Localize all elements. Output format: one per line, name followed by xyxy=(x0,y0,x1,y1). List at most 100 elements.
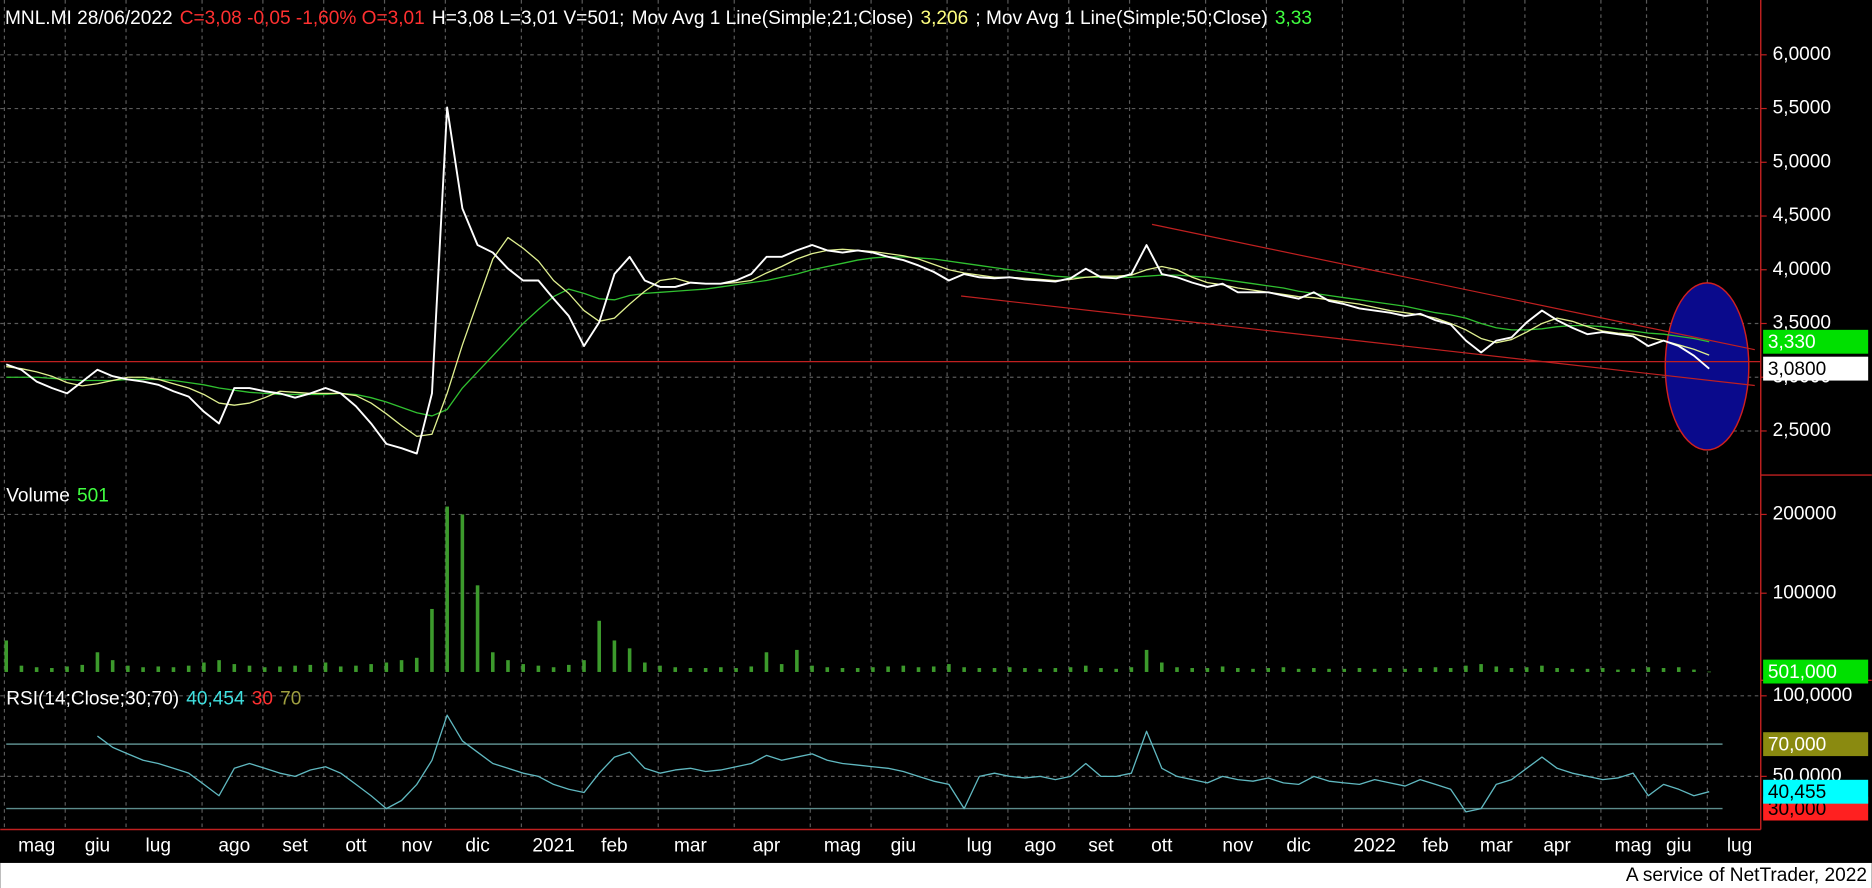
volume-bar xyxy=(1661,668,1666,672)
header-segment: Volume xyxy=(6,486,70,507)
volume-bar xyxy=(1251,668,1255,672)
volume-bar xyxy=(1631,668,1635,672)
last-value-label: 70,000 xyxy=(1768,734,1826,755)
volume-bar xyxy=(232,664,237,672)
x-tick-label: apr xyxy=(1543,835,1571,856)
volume-bar xyxy=(1707,671,1711,673)
x-tick-label: mag xyxy=(18,835,55,856)
y-tick-label: 5,5000 xyxy=(1773,98,1831,119)
x-tick-label: set xyxy=(282,835,308,856)
volume-bar xyxy=(1281,667,1286,672)
header-segment: 501 xyxy=(77,486,109,507)
last-value-box xyxy=(1763,732,1869,757)
volume-bar xyxy=(110,660,115,672)
y-tick-label: 4,5000 xyxy=(1773,205,1831,226)
x-tick-label: lug xyxy=(1727,835,1752,856)
header-segment: MNL.MI 28/06/2022 xyxy=(5,8,173,29)
volume-bar xyxy=(521,664,525,672)
volume-bar xyxy=(1266,668,1271,672)
header-segment: 3,206 xyxy=(921,8,969,29)
header-segment: ; Mov Avg 1 Line(Simple;50;Close) xyxy=(975,8,1267,29)
volume-bar xyxy=(1570,668,1575,672)
volume-bar xyxy=(886,666,890,672)
volume-bar xyxy=(1524,667,1529,672)
volume-bar xyxy=(384,662,389,672)
volume-bar xyxy=(779,664,784,672)
x-tick-label: lug xyxy=(967,835,992,856)
volume-bar xyxy=(278,666,282,672)
x-tick-label: dic xyxy=(465,835,490,856)
x-tick-label: feb xyxy=(601,835,628,856)
chart-header: MNL.MI 28/06/2022 C=3,08 -0,05 -1,60% O=3… xyxy=(5,8,1312,29)
x-tick-label: lug xyxy=(146,835,171,856)
header-segment: H=3,08 L=3,01 V=501; xyxy=(432,8,625,29)
x-tick-label: mar xyxy=(674,835,708,856)
volume-bar xyxy=(627,648,632,672)
volume-bar xyxy=(1585,668,1590,672)
volume-bar xyxy=(369,664,373,672)
volume-bar xyxy=(141,667,145,672)
volume-bar xyxy=(688,668,693,672)
trend-line-upper xyxy=(1151,223,1755,351)
y-tick-label: 3,5000 xyxy=(1773,313,1831,334)
volume-bar xyxy=(95,652,100,672)
volume-bar xyxy=(323,662,328,672)
volume-bar xyxy=(810,665,814,672)
volume-bar xyxy=(1114,668,1118,672)
volume-bar xyxy=(1159,662,1164,672)
volume-bar xyxy=(749,666,754,672)
x-tick-label: mar xyxy=(1480,835,1514,856)
volume-bar xyxy=(703,668,708,672)
volume-bar xyxy=(414,657,419,672)
last-value-box xyxy=(1763,659,1869,684)
x-tick-label: mag xyxy=(824,835,861,856)
volume-bar xyxy=(1357,668,1362,672)
marks xyxy=(4,106,1723,813)
volume-bar xyxy=(1418,668,1423,672)
volume-bar xyxy=(1007,667,1012,672)
header-segment: 30 xyxy=(252,688,273,709)
volume-bar xyxy=(825,667,830,672)
grid xyxy=(0,0,1761,830)
volume-bar xyxy=(1388,668,1392,672)
x-tick-label: giu xyxy=(85,835,110,856)
y-tick-label: 2,5000 xyxy=(1773,420,1831,441)
volume-bar xyxy=(247,665,252,672)
volume-bar xyxy=(734,668,738,672)
volume-bar xyxy=(1312,668,1316,672)
volume-bar xyxy=(855,668,860,672)
x-tick-label: apr xyxy=(753,835,781,856)
volume-bar xyxy=(536,665,541,672)
volume-bar xyxy=(1099,668,1103,672)
volume-bar xyxy=(673,667,678,672)
volume-bar xyxy=(1220,666,1225,672)
header-segment: RSI(14;Close;30;70) xyxy=(6,688,179,709)
last-value-box xyxy=(1763,779,1869,804)
x-tick-label: ago xyxy=(1024,835,1056,856)
volume-bar xyxy=(1175,667,1179,672)
volume-bar xyxy=(764,652,769,672)
last-value-label: 3,0800 xyxy=(1768,359,1826,380)
price-line xyxy=(5,106,1710,455)
volume-bar xyxy=(871,667,875,672)
volume-bar xyxy=(1616,669,1620,672)
volume-bar xyxy=(1540,665,1544,672)
y-tick-label: 100000 xyxy=(1773,582,1837,603)
volume-bar xyxy=(4,640,9,672)
moving-average-line xyxy=(6,256,1710,417)
volume-bar xyxy=(34,667,39,672)
volume-bar xyxy=(445,506,449,672)
volume-bar xyxy=(506,660,510,672)
volume-bar xyxy=(308,664,313,672)
volume-bar xyxy=(551,667,556,672)
volume-bar xyxy=(186,665,191,672)
volume-bar xyxy=(1676,667,1681,672)
last-value-label: 40,455 xyxy=(1768,782,1826,803)
volume-bar xyxy=(217,660,221,672)
footer-bar xyxy=(0,862,1872,888)
last-value-label: 30,000 xyxy=(1768,799,1826,820)
volume-bar xyxy=(1342,668,1347,672)
header-segment: 3,33 xyxy=(1275,8,1312,29)
